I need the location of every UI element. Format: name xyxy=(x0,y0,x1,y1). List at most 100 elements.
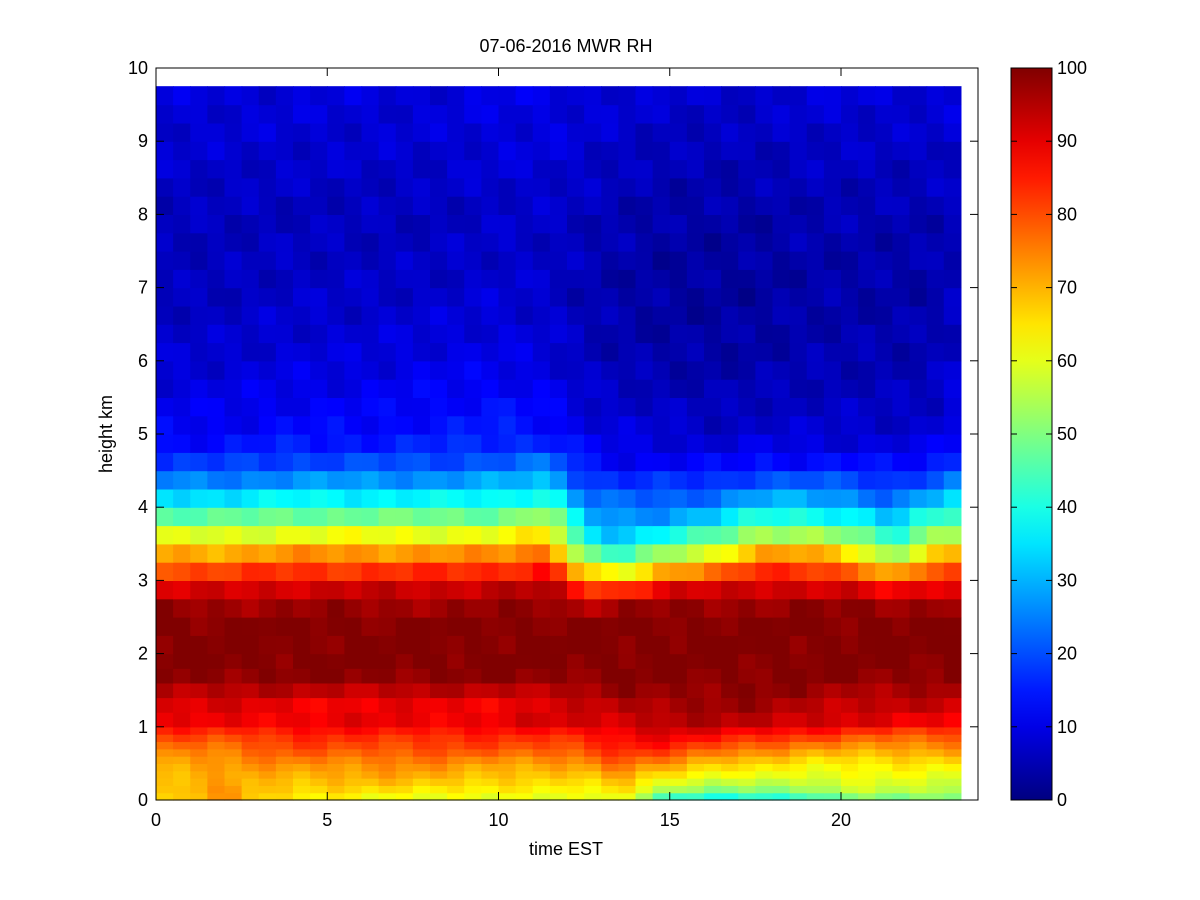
heatmap-cell xyxy=(464,269,482,289)
heatmap-cell xyxy=(275,792,294,801)
heatmap-cell xyxy=(532,785,551,794)
heatmap-cell xyxy=(275,580,294,600)
heatmap-cell xyxy=(601,86,619,87)
heatmap-cells xyxy=(156,86,962,801)
heatmap-cell xyxy=(241,122,260,142)
heatmap-cell xyxy=(532,748,551,757)
heatmap-cell xyxy=(635,653,654,669)
heatmap-cell xyxy=(755,415,774,435)
heatmap-cell xyxy=(772,488,791,508)
heatmap-cell xyxy=(618,287,637,307)
heatmap-cell xyxy=(156,756,174,764)
heatmap-cell xyxy=(635,415,654,435)
heatmap-cell xyxy=(892,792,911,801)
heatmap-cell xyxy=(498,251,517,270)
heatmap-cell xyxy=(481,342,500,362)
heatmap-cell xyxy=(173,668,191,684)
heatmap-cell xyxy=(293,734,311,743)
heatmap-cell xyxy=(190,598,208,618)
heatmap-cell xyxy=(652,741,671,750)
heatmap-cell xyxy=(584,214,602,234)
heatmap-cell xyxy=(704,415,722,435)
heatmap-cell xyxy=(669,232,688,252)
heatmap-cell xyxy=(823,214,842,234)
heatmap-cell xyxy=(789,214,808,234)
heatmap-cell xyxy=(207,778,226,786)
heatmap-cell xyxy=(669,562,688,581)
heatmap-cell xyxy=(258,580,277,600)
heatmap-cell xyxy=(293,86,311,106)
heatmap-cell xyxy=(498,562,517,581)
heatmap-cell xyxy=(738,763,756,772)
heatmap-cell xyxy=(875,653,893,669)
heatmap-cell xyxy=(858,792,876,801)
heatmap-cell xyxy=(926,748,945,757)
heatmap-cell xyxy=(361,305,380,325)
heatmap-cell xyxy=(395,104,414,124)
heatmap-cell xyxy=(173,785,191,794)
heatmap-cell xyxy=(584,287,602,307)
heatmap-cell xyxy=(378,159,397,179)
heatmap-cell xyxy=(806,434,825,453)
heatmap-cell xyxy=(669,86,688,106)
heatmap-cell xyxy=(258,653,277,669)
heatmap-cell xyxy=(498,712,517,728)
heatmap-cell xyxy=(207,653,226,669)
heatmap-cell xyxy=(378,86,397,87)
heatmap-cell xyxy=(635,141,654,161)
heatmap-cell xyxy=(361,86,380,106)
colorbar-tick-label: 50 xyxy=(1057,424,1077,444)
heatmap-cell xyxy=(858,324,876,344)
heatmap-cell xyxy=(173,434,191,453)
heatmap-cell xyxy=(584,86,602,87)
heatmap-cell xyxy=(618,305,637,325)
heatmap-cell xyxy=(498,470,517,490)
heatmap-cell xyxy=(275,86,294,87)
heatmap-cell xyxy=(412,562,431,581)
heatmap-cell xyxy=(395,86,414,87)
heatmap-cell xyxy=(704,269,722,289)
heatmap-cell xyxy=(875,287,893,307)
heatmap-cell xyxy=(395,543,414,563)
heatmap-cell xyxy=(584,269,602,289)
heatmap-cell xyxy=(892,682,911,699)
heatmap-cell xyxy=(293,785,311,794)
heatmap-cell xyxy=(841,770,859,779)
heatmap-cell xyxy=(532,379,551,398)
heatmap-cell xyxy=(567,397,585,417)
heatmap-cell xyxy=(532,712,551,728)
heatmap-cell xyxy=(721,305,739,325)
heatmap-cell xyxy=(738,525,756,545)
heatmap-cell xyxy=(549,232,568,252)
heatmap-cell xyxy=(430,251,448,270)
heatmap-cell xyxy=(156,792,174,801)
heatmap-cell xyxy=(258,507,277,527)
heatmap-cell xyxy=(618,452,637,472)
heatmap-cell xyxy=(549,507,568,527)
heatmap-cell xyxy=(875,748,893,757)
heatmap-cell xyxy=(584,434,602,453)
heatmap-cell xyxy=(344,763,363,772)
heatmap-cell xyxy=(584,580,602,600)
heatmap-cell xyxy=(652,122,671,142)
heatmap-cell xyxy=(841,726,859,735)
heatmap-cell xyxy=(498,778,517,786)
heatmap-cell xyxy=(669,324,688,344)
heatmap-cell xyxy=(344,734,363,743)
heatmap-cell xyxy=(618,232,637,252)
heatmap-cell xyxy=(823,635,842,655)
heatmap-cell xyxy=(806,122,825,142)
heatmap-cell xyxy=(241,580,260,600)
heatmap-cell xyxy=(567,269,585,289)
heatmap-cell xyxy=(601,379,619,398)
heatmap-cell xyxy=(686,251,705,270)
heatmap-cell xyxy=(361,122,380,142)
heatmap-cell xyxy=(515,635,534,655)
heatmap-cell xyxy=(669,141,688,161)
heatmap-cell xyxy=(858,697,876,713)
heatmap-cell xyxy=(156,196,174,215)
heatmap-cell xyxy=(395,434,414,453)
heatmap-cell xyxy=(584,470,602,490)
heatmap-cell xyxy=(532,562,551,581)
heatmap-cell xyxy=(704,251,722,270)
